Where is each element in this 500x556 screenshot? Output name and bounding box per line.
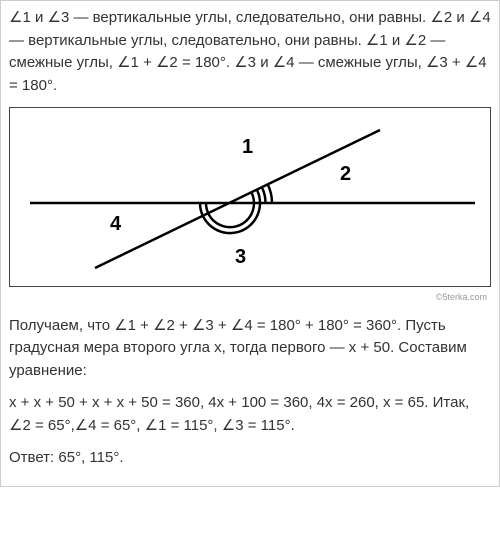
arc-angle2-inner bbox=[262, 188, 266, 204]
label-4: 4 bbox=[110, 213, 122, 235]
paragraph-1: ∠1 и ∠3 — вертикальные углы, следователь… bbox=[9, 7, 491, 97]
geometry-figure: 1 2 3 4 bbox=[9, 107, 491, 287]
answer-line: Ответ: 65°, 115°. bbox=[9, 447, 491, 470]
paragraph-2: Получаем, что ∠1 + ∠2 + ∠3 + ∠4 = 180° +… bbox=[9, 315, 491, 383]
document-container: ∠1 и ∠3 — вертикальные углы, следователь… bbox=[0, 0, 500, 487]
arc-angle2 bbox=[268, 185, 272, 203]
label-1: 1 bbox=[242, 136, 253, 158]
label-2: 2 bbox=[340, 163, 351, 185]
image-credit: ©5terka.com bbox=[9, 291, 491, 305]
label-3: 3 bbox=[235, 246, 246, 268]
angles-diagram: 1 2 3 4 bbox=[10, 108, 490, 286]
paragraph-3: x + x + 50 + x + x + 50 = 360, 4x + 100 … bbox=[9, 392, 491, 437]
